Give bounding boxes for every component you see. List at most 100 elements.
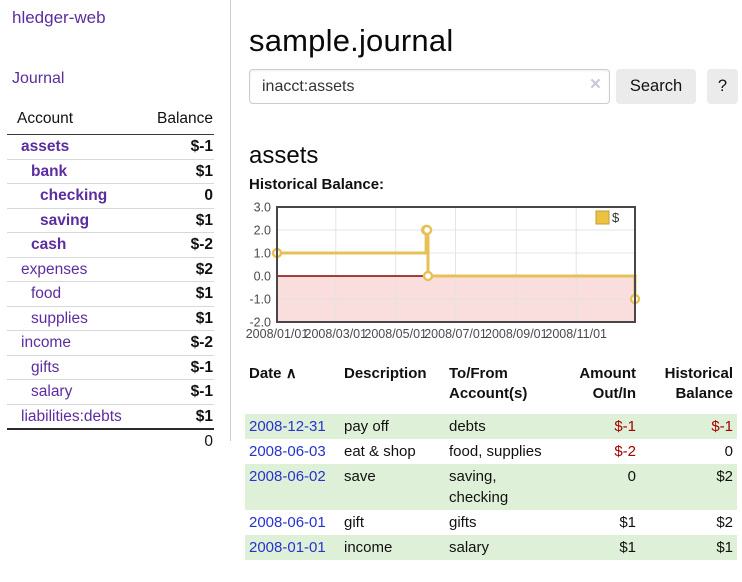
transaction-balance: 0 xyxy=(724,443,733,460)
account-balance: $1 xyxy=(195,309,213,327)
transaction-amount: $-2 xyxy=(614,443,636,460)
x-axis-tick-label: 2008/07/01 xyxy=(424,327,487,341)
transaction-date-link[interactable]: 2008-01-01 xyxy=(249,539,326,556)
y-axis-tick-label: 1.0 xyxy=(254,247,271,261)
y-axis-tick-label: 0.0 xyxy=(254,270,271,284)
transaction-date-link[interactable]: 2008-06-02 xyxy=(249,468,326,485)
data-point-marker xyxy=(421,224,433,236)
account-balance: $1 xyxy=(195,407,213,425)
account-link-checking[interactable]: checking xyxy=(40,187,108,204)
y-axis-tick-label: -1.0 xyxy=(249,293,271,307)
account-row: checking 0 xyxy=(7,183,214,209)
transaction-description: gift xyxy=(344,514,365,531)
account-balance: $1 xyxy=(195,211,213,229)
account-link-salary[interactable]: salary xyxy=(31,383,73,400)
transaction-description: income xyxy=(344,539,393,556)
account-balance: $1 xyxy=(195,285,213,302)
x-axis-tick-label: 2008/01/01 xyxy=(246,327,309,341)
search-input[interactable] xyxy=(249,69,610,104)
account-balance: $-2 xyxy=(190,334,213,351)
x-axis-tick-label: 2008/11/01 xyxy=(545,327,607,341)
transaction-balance: $1 xyxy=(716,539,733,556)
transaction-row: 2008-01-01 income salary $1 $1 xyxy=(245,535,737,560)
account-link-gifts[interactable]: gifts xyxy=(31,358,60,376)
legend-swatch xyxy=(595,210,610,225)
account-row: expenses $2 xyxy=(7,257,214,282)
account-link-bank[interactable]: bank xyxy=(31,162,68,180)
account-link-expenses[interactable]: expenses xyxy=(21,260,88,278)
transaction-amount: 0 xyxy=(627,468,636,485)
transaction-row: 2008-12-31 pay off debts $-1 $-1 xyxy=(245,414,737,439)
search-input-wrapper: × xyxy=(249,69,610,104)
description-column-header: Description xyxy=(344,365,427,382)
transaction-date-link[interactable]: 2008-12-31 xyxy=(249,418,326,435)
account-link-income[interactable]: income xyxy=(21,334,71,351)
account-balance: $-2 xyxy=(190,236,213,253)
date-header-label: Date xyxy=(249,365,282,382)
account-heading: assets xyxy=(249,141,319,169)
accounts-total-balance: 0 xyxy=(204,433,213,450)
accounts-header-account: Account xyxy=(17,110,74,127)
transaction-date-link[interactable]: 2008-06-01 xyxy=(249,514,326,531)
balance-column-header: Historical Balance xyxy=(664,365,733,402)
account-row: liabilities:debts $1 xyxy=(7,404,214,429)
account-link-food[interactable]: food xyxy=(31,285,62,302)
account-balance: $-1 xyxy=(190,358,213,376)
account-row: saving $1 xyxy=(7,208,214,233)
account-balance: $1 xyxy=(195,162,213,180)
sidebar: hledger-web Journal Account Balance asse… xyxy=(0,0,231,450)
transaction-amount: $-1 xyxy=(614,418,636,435)
sidebar-item-journal[interactable]: Journal xyxy=(12,70,65,87)
transaction-description: save xyxy=(344,468,376,485)
account-link-cash[interactable]: cash xyxy=(31,236,67,253)
account-balance: $-1 xyxy=(190,138,213,155)
transaction-description: eat & shop xyxy=(344,443,416,460)
accounts-header-row: Account Balance xyxy=(7,106,214,135)
legend-label: $ xyxy=(612,210,620,225)
account-row: bank $1 xyxy=(7,159,214,184)
transaction-balance: $2 xyxy=(716,468,733,485)
accounts-header-balance: Balance xyxy=(156,110,213,127)
amount-column-header: Amount Out/In xyxy=(579,365,636,402)
account-row: gifts $-1 xyxy=(7,355,214,380)
transaction-accounts: debts xyxy=(449,418,486,435)
account-link-saving[interactable]: saving xyxy=(40,211,90,229)
accounts-total-row: 0 xyxy=(7,429,214,454)
account-link-assets[interactable]: assets xyxy=(21,138,70,155)
transaction-row: 2008-06-02 save saving, checking 0 $2 xyxy=(245,464,737,510)
sort-ascending-icon: ∧ xyxy=(285,365,297,382)
account-row: income $-2 xyxy=(7,330,214,356)
clear-search-icon[interactable]: × xyxy=(589,74,601,95)
historical-balance-chart: 3.0 2.0 1.0 0.0 -1.0 -2.0 2008/01/01 2008/03/01… xyxy=(239,200,643,342)
date-column-sort-header[interactable]: Date ∧ xyxy=(245,358,340,414)
page-title: sample.journal xyxy=(249,22,454,58)
x-axis-tick-label: 2008/09/01 xyxy=(485,327,548,341)
account-row: cash $-2 xyxy=(7,232,214,258)
chart-title: Historical Balance: xyxy=(249,176,385,193)
transaction-description: pay off xyxy=(344,418,389,435)
account-link-liabilities-debts[interactable]: liabilities:debts xyxy=(21,407,122,425)
transactions-header-row: Date ∧ Description To/From Account(s) Am… xyxy=(245,358,737,414)
x-axis-tick-label: 2008/05/01 xyxy=(364,327,427,341)
y-axis-tick-label: 3.0 xyxy=(254,201,271,215)
transaction-amount: $1 xyxy=(619,539,636,556)
account-column-header: To/From Account(s) xyxy=(449,365,528,402)
transaction-accounts: food, supplies xyxy=(449,443,542,460)
transaction-balance: $-1 xyxy=(711,418,733,435)
transaction-accounts: salary xyxy=(449,539,490,556)
account-row: assets $-1 xyxy=(7,135,214,160)
app-title-link[interactable]: hledger-web xyxy=(12,8,106,27)
account-balance: 0 xyxy=(204,187,213,204)
account-row: salary $-1 xyxy=(7,379,214,405)
transaction-accounts: saving, checking xyxy=(449,468,509,506)
transaction-date-link[interactable]: 2008-06-03 xyxy=(249,443,326,460)
y-axis-tick-label: 2.0 xyxy=(254,224,271,238)
search-button[interactable]: Search xyxy=(616,69,696,104)
account-link-supplies[interactable]: supplies xyxy=(31,309,88,327)
y-axis-tick-label: -2.0 xyxy=(249,316,271,330)
account-row: supplies $1 xyxy=(7,306,214,331)
help-button[interactable]: ? xyxy=(707,69,738,104)
accounts-table: Account Balance assets $-1 bank $1 check… xyxy=(7,106,214,454)
account-row: food $1 xyxy=(7,281,214,307)
